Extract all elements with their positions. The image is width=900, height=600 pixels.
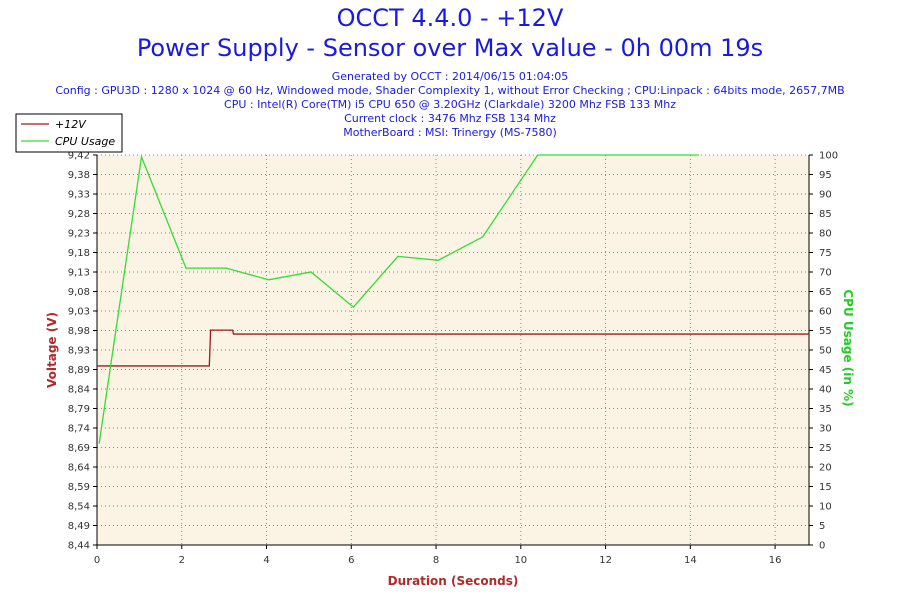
y-tick-label-right: 75 bbox=[819, 248, 832, 259]
y-tick-label-left: 9,08 bbox=[68, 287, 90, 298]
legend-label-cpu-usage: CPU Usage bbox=[55, 135, 115, 148]
info-generated: Generated by OCCT : 2014/06/15 01:04:05 bbox=[331, 70, 569, 83]
y-tick-label-right: 10 bbox=[819, 502, 832, 513]
y-tick-label-right: 85 bbox=[819, 209, 832, 220]
chart-title: OCCT 4.4.0 - +12V bbox=[336, 4, 564, 32]
y-tick-label-left: 8,98 bbox=[68, 326, 90, 337]
y-tick-label-right: 45 bbox=[819, 365, 832, 376]
info-cpu: CPU : Intel(R) Core(TM) i5 CPU 650 @ 3.2… bbox=[224, 98, 676, 111]
info-motherboard: MotherBoard : MSI: Trinergy (MS-7580) bbox=[343, 126, 557, 139]
y-tick-label-right: 25 bbox=[819, 443, 832, 454]
y-tick-label-left: 8,79 bbox=[68, 404, 90, 415]
y-tick-label-left: 9,33 bbox=[68, 190, 90, 201]
x-tick-label: 14 bbox=[684, 555, 697, 566]
y-tick-label-right: 30 bbox=[819, 424, 832, 435]
y-tick-label-left: 8,54 bbox=[68, 502, 90, 513]
y-tick-label-right: 55 bbox=[819, 326, 832, 337]
y-tick-label-right: 5 bbox=[819, 521, 825, 532]
x-tick-label: 12 bbox=[599, 555, 612, 566]
y-tick-label-right: 40 bbox=[819, 385, 832, 396]
y-tick-label-left: 9,03 bbox=[68, 307, 90, 318]
y-tick-label-left: 9,38 bbox=[68, 170, 90, 181]
y-tick-label-left: 8,44 bbox=[68, 541, 90, 552]
y-tick-label-right: 70 bbox=[819, 268, 832, 279]
y-tick-label-left: 8,93 bbox=[68, 346, 90, 357]
legend-label-12v: +12V bbox=[55, 118, 87, 131]
y-tick-label-left: 8,89 bbox=[68, 365, 90, 376]
y-tick-label-left: 9,28 bbox=[68, 209, 90, 220]
info-clock: Current clock : 3476 Mhz FSB 134 Mhz bbox=[344, 112, 556, 125]
y-tick-label-right: 95 bbox=[819, 170, 832, 181]
x-tick-label: 2 bbox=[179, 555, 185, 566]
x-tick-label: 16 bbox=[769, 555, 782, 566]
y-tick-label-left: 9,23 bbox=[68, 229, 90, 240]
series-line-cpu-usage bbox=[98, 154, 699, 444]
x-tick-label: 0 bbox=[94, 555, 100, 566]
y-tick-label-right: 15 bbox=[819, 482, 832, 493]
y-tick-label-left: 9,18 bbox=[68, 248, 90, 259]
y-tick-label-right: 90 bbox=[819, 190, 832, 201]
info-config: Config : GPU3D : 1280 x 1024 @ 60 Hz, Wi… bbox=[55, 84, 845, 97]
y-tick-label-right: 65 bbox=[819, 287, 832, 298]
y-tick-label-left: 8,69 bbox=[68, 443, 90, 454]
y-tick-label-left: 8,59 bbox=[68, 482, 90, 493]
series-line-12v bbox=[97, 329, 809, 367]
y-tick-label-left: 9,13 bbox=[68, 268, 90, 279]
y-tick-label-left: 8,64 bbox=[68, 463, 90, 474]
x-tick-label: 6 bbox=[348, 555, 354, 566]
y-tick-label-right: 20 bbox=[819, 463, 832, 474]
legend-box bbox=[15, 113, 123, 153]
y-tick-label-right: 80 bbox=[819, 229, 832, 240]
x-axis-title: Duration (Seconds) bbox=[388, 574, 519, 588]
chart-subtitle: Power Supply - Sensor over Max value - 0… bbox=[136, 34, 764, 62]
y-axis-title-right: CPU Usage (in %) bbox=[841, 289, 855, 406]
y-tick-label-right: 100 bbox=[819, 151, 838, 162]
y-tick-label-right: 35 bbox=[819, 404, 832, 415]
y-tick-label-right: 60 bbox=[819, 307, 832, 318]
x-tick-label: 8 bbox=[433, 555, 439, 566]
y-tick-label-right: 50 bbox=[819, 346, 832, 357]
y-tick-label-left: 8,49 bbox=[68, 521, 90, 532]
x-tick-label: 4 bbox=[263, 555, 269, 566]
y-tick-label-left: 9,42 bbox=[68, 151, 90, 162]
y-tick-label-right: 0 bbox=[819, 541, 825, 552]
y-axis-title-left: Voltage (V) bbox=[45, 312, 59, 388]
x-tick-label: 10 bbox=[514, 555, 527, 566]
y-tick-label-left: 8,74 bbox=[68, 424, 90, 435]
y-tick-label-left: 8,84 bbox=[68, 385, 90, 396]
